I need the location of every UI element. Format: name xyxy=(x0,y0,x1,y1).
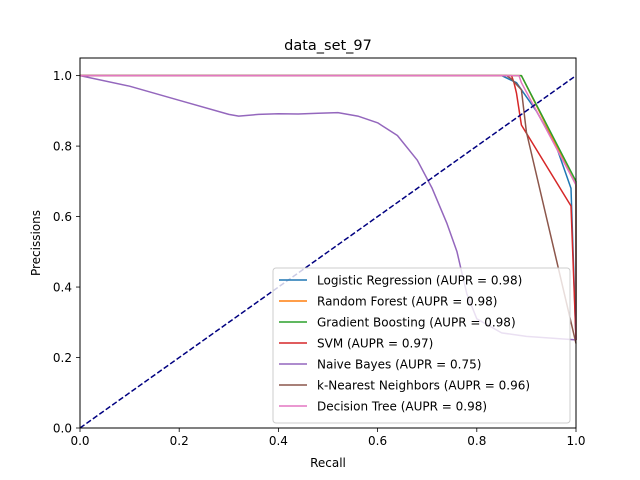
y-tick-label: 0.4 xyxy=(53,281,72,295)
y-tick-label: 0.2 xyxy=(53,351,72,365)
baseline-diagonal xyxy=(79,75,577,429)
x-tick-label: 1.0 xyxy=(566,434,585,448)
axis-ticks: 0.0 0.2 0.4 0.6 0.8 1.0 0.0 0.2 0.4 0.6 0.8 1.0 xyxy=(53,69,586,448)
x-axis-label: Recall xyxy=(310,456,346,470)
legend-entry: Random Forest (AUPR = 0.98) xyxy=(317,295,497,309)
y-tick-label: 1.0 xyxy=(53,69,72,83)
x-tick-label: 0.2 xyxy=(170,434,189,448)
y-axis-label: Precissions xyxy=(29,210,43,276)
legend: Logistic Regression (AUPR = 0.98) Random … xyxy=(272,267,571,424)
legend-entry: Decision Tree (AUPR = 0.98) xyxy=(317,400,487,414)
y-tick-label: 0.6 xyxy=(53,210,72,224)
legend-entry: Logistic Regression (AUPR = 0.98) xyxy=(317,274,522,288)
legend-entry: Gradient Boosting (AUPR = 0.98) xyxy=(317,316,516,330)
legend-entry: Naive Bayes (AUPR = 0.75) xyxy=(317,358,481,372)
x-tick-label: 0.8 xyxy=(467,434,486,448)
chart-title: data_set_97 xyxy=(284,38,372,54)
legend-entry: SVM (AUPR = 0.97) xyxy=(317,337,433,351)
legend-entry: k-Nearest Neighbors (AUPR = 0.96) xyxy=(317,379,530,393)
y-tick-label: 0.0 xyxy=(53,422,72,436)
x-tick-label: 0.4 xyxy=(269,434,288,448)
x-tick-label: 0.6 xyxy=(368,434,387,448)
plot-frame xyxy=(79,57,577,429)
x-tick-label: 0.0 xyxy=(70,434,89,448)
y-tick-label: 0.8 xyxy=(53,140,72,154)
legend-box xyxy=(272,267,571,424)
